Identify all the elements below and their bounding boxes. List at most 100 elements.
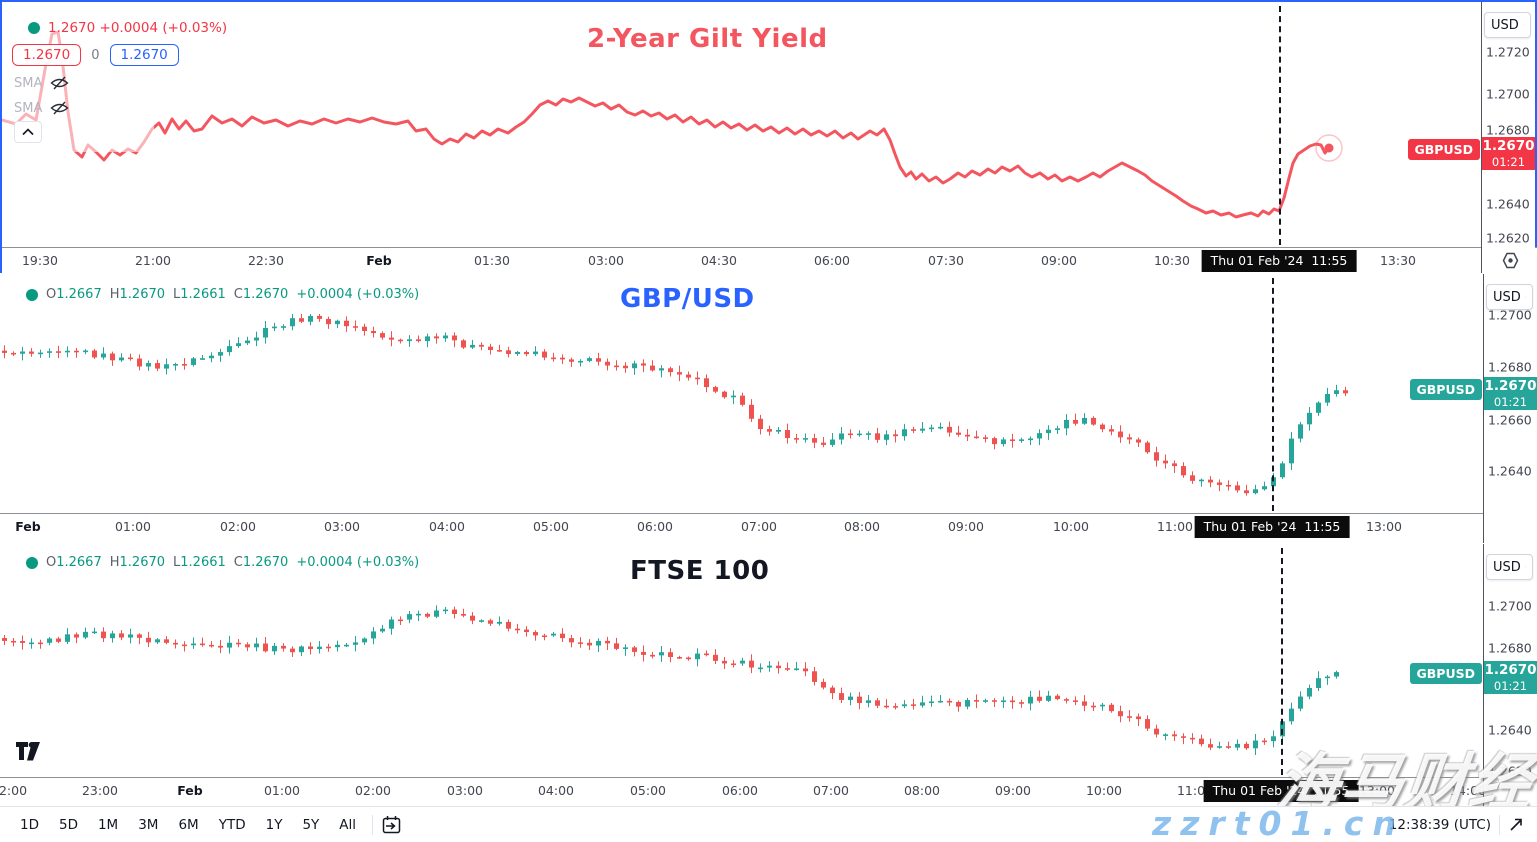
symbol-badge: GBPUSD (1409, 663, 1482, 684)
price-tick-label: 1.2620 (1486, 230, 1530, 246)
series-dot-icon (26, 556, 38, 569)
range-5y-button[interactable]: 5Y (294, 813, 327, 837)
ohlc-change: +0.0004 (+0.03%) (296, 555, 420, 570)
series-dot-icon (26, 288, 38, 301)
collapse-legend-button[interactable] (14, 121, 42, 143)
time-tick-label: 07:30 (927, 253, 965, 268)
crosshair-vline (1281, 548, 1283, 775)
ohlc-values: O1.2667 H1.2670 L1.2661 C1.2670 +0.0004 (+0.… (46, 287, 419, 302)
gbpusd-candle-chart[interactable] (0, 274, 1484, 513)
ask-price-box[interactable]: 1.2670 (109, 44, 179, 66)
ohlc-values: O1.2667 H1.2670 L1.2661 C1.2670 +0.0004 (+0.… (46, 555, 419, 570)
quote-text: 1.2670 +0.0004 (+0.03%) (48, 20, 228, 36)
bottom-toolbar: 1D 5D 1M 3M 6M YTD 1Y 5Y All 12:38:39 (UTC) (0, 806, 1537, 842)
time-tick-label: 08:00 (843, 519, 881, 534)
currency-label: USD (1493, 289, 1521, 305)
ohlc-pair: O1.2667 (46, 287, 102, 302)
range-3m-button[interactable]: 3M (130, 813, 166, 837)
range-all-button[interactable]: All (331, 813, 364, 837)
crosshair-vline (1272, 278, 1274, 511)
time-tick-label: 14:00 (1449, 783, 1487, 798)
last-price: 1.2670 (1484, 378, 1537, 394)
watermark-site: zzrt01.cn (1152, 804, 1405, 842)
sma-legend-row-2: SMA (14, 100, 69, 116)
time-tick-label: 06:00 (636, 519, 674, 534)
gilt-line-chart[interactable] (2, 2, 1486, 247)
countdown-timer: 01:21 (1493, 679, 1528, 693)
time-tick-label: 03:00 (587, 253, 625, 268)
time-tick-label: 22:30 (247, 253, 285, 268)
time-tick-label: 09:00 (994, 783, 1032, 798)
ftse-pane: FTSE 100 O1.2667 H1.2670 L1.2661 C1.2670 +0.… (0, 544, 1537, 807)
bid-price-box[interactable]: 1.2670 (12, 44, 82, 66)
spread-value: 0 (91, 47, 100, 63)
clock[interactable]: 12:38:39 (UTC) (1388, 816, 1491, 833)
sma-legend-row-1: SMA (14, 75, 69, 91)
series-dot-icon (28, 22, 40, 34)
axis-settings-gear-icon[interactable] (1501, 251, 1520, 274)
time-axis[interactable]: 19:30 21:00 22:30 Feb 01:30 03:00 04:30 06:00 07… (2, 247, 1537, 274)
time-tick-label: 05:00 (532, 519, 570, 534)
time-axis[interactable]: Feb 01:00 02:00 03:00 04:00 05:00 06:00 07:00 08… (0, 513, 1537, 544)
range-5d-button[interactable]: 5D (51, 813, 86, 837)
legend-quote-row: 1.2670 +0.0004 (+0.03%) (28, 20, 227, 36)
currency-dropdown[interactable]: USD (1486, 554, 1533, 580)
time-tick-label: 04:00 (537, 783, 575, 798)
time-tick-label: 03:00 (323, 519, 361, 534)
symbol-badge: GBPUSD (1407, 139, 1480, 160)
last-price: 1.2670 (1484, 662, 1537, 678)
range-1y-button[interactable]: 1Y (258, 813, 291, 837)
time-tick-label: 04:00 (428, 519, 466, 534)
pane-title: 2-Year Gilt Yield (587, 24, 828, 54)
ohlc-pair: L1.2661 (173, 555, 226, 570)
currency-label: USD (1491, 17, 1519, 33)
price-tick-label: 1.2680 (1486, 122, 1530, 138)
pane-title: FTSE 100 (630, 556, 770, 586)
range-ytd-button[interactable]: YTD (211, 813, 254, 837)
price-tick-label: 1.2620 (1488, 763, 1532, 779)
crosshair-date-tooltip: Thu 01 Feb '24 11:55 (1201, 250, 1357, 272)
eye-off-icon[interactable] (50, 100, 69, 116)
price-tick-label: 1.2680 (1488, 359, 1532, 375)
time-axis[interactable]: 2:00 23:00 Feb 01:00 02:00 03:00 04:00 05:00 06:… (0, 777, 1537, 807)
ohlc-pair: L1.2661 (173, 287, 226, 302)
currency-label: USD (1493, 559, 1521, 575)
price-tick-label: 1.2640 (1488, 463, 1532, 479)
price-tick-label: 1.2700 (1486, 86, 1530, 102)
ohlc-change: +0.0004 (+0.03%) (296, 287, 420, 302)
last-price-tag: 1.2670 01:21 (1484, 661, 1537, 694)
maximize-icon[interactable] (1508, 816, 1525, 833)
currency-dropdown[interactable]: USD (1486, 284, 1533, 310)
go-to-date-icon[interactable] (381, 815, 402, 835)
sma-label: SMA (14, 100, 43, 116)
time-tick-label: 23:00 (81, 783, 119, 798)
countdown-timer: 01:21 (1491, 155, 1526, 169)
price-tick-label: 1.2700 (1488, 598, 1532, 614)
currency-dropdown[interactable]: USD (1484, 12, 1531, 38)
time-tick-label: 10:00 (1085, 783, 1123, 798)
last-price: 1.2670 (1482, 138, 1535, 154)
price-tick-label: 1.2640 (1488, 722, 1532, 738)
range-1m-button[interactable]: 1M (90, 813, 126, 837)
time-tick-label: 10:00 (1052, 519, 1090, 534)
time-tick-label: 07:00 (812, 783, 850, 798)
range-6m-button[interactable]: 6M (170, 813, 206, 837)
tradingview-logo[interactable] (16, 742, 46, 765)
time-tick-label: 01:30 (473, 253, 511, 268)
time-tick-label: Feb (177, 783, 203, 798)
ohlc-pair: C1.2670 (233, 287, 289, 302)
legend-price-boxes: 1.2670 0 1.2670 (12, 44, 179, 66)
legend-ohlc-row: O1.2667 H1.2670 L1.2661 C1.2670 +0.0004 (+0.… (26, 555, 419, 570)
range-1d-button[interactable]: 1D (12, 813, 47, 837)
time-tick-label: 2:00 (0, 783, 28, 798)
gbpusd-pane: GBP/USD O1.2667 H1.2670 L1.2661 C1.2670 +0.0… (0, 274, 1537, 544)
time-tick-label: 09:00 (1040, 253, 1078, 268)
last-price-tag: 1.2670 01:21 (1484, 377, 1537, 410)
time-tick-label: 09:00 (947, 519, 985, 534)
time-tick-label: 13:00 (1358, 783, 1396, 798)
pane-title: GBP/USD (620, 284, 755, 314)
chevron-down-icon (1524, 566, 1526, 568)
eye-off-icon[interactable] (50, 75, 69, 91)
toolbar-divider (1499, 814, 1500, 835)
